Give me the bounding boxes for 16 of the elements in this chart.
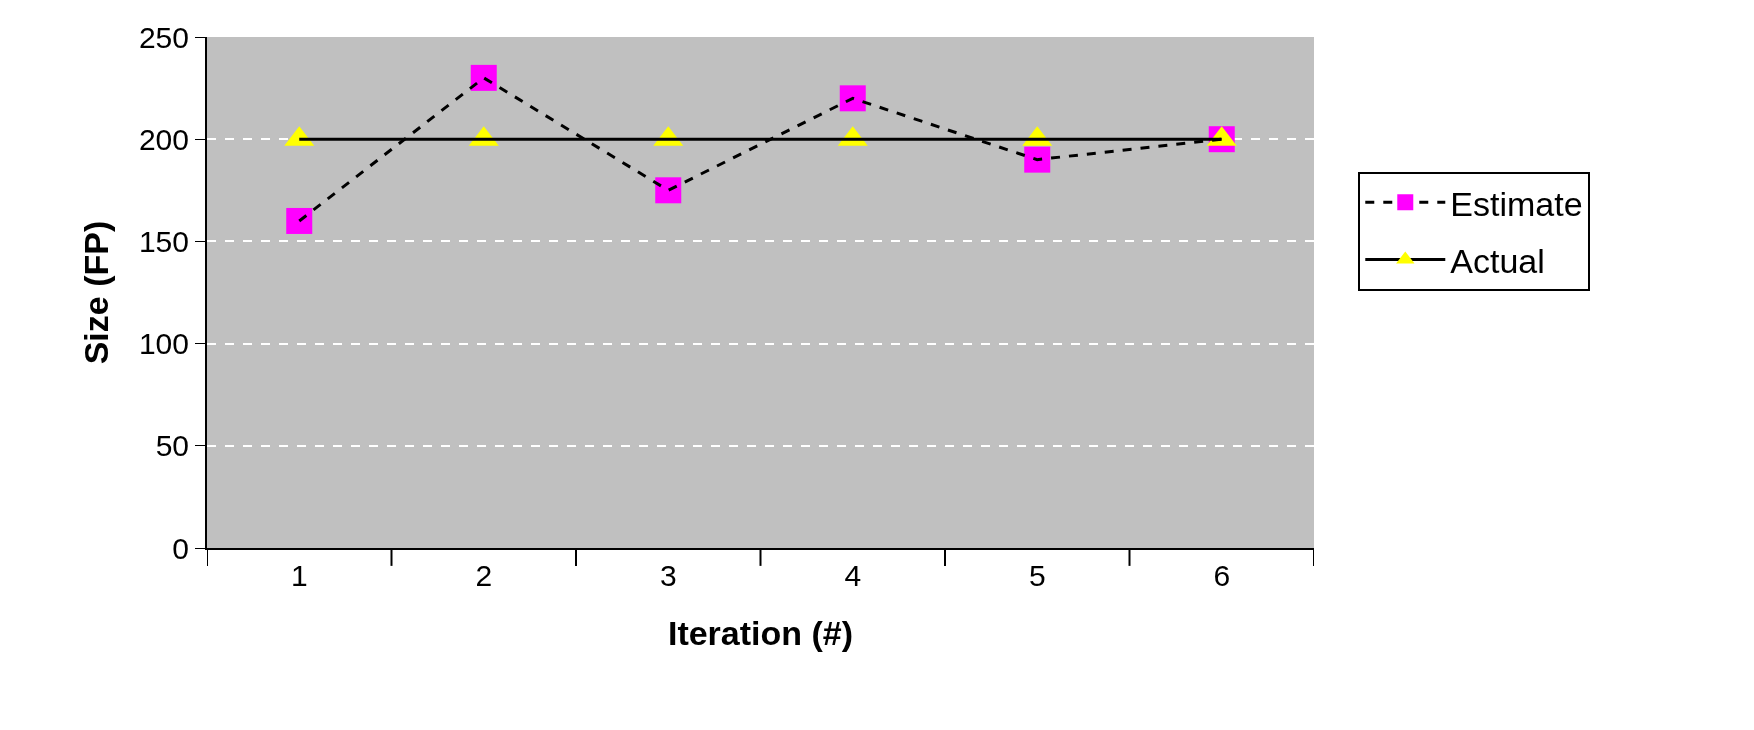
- y-tick-label: 250: [138, 20, 189, 54]
- x-tick-label: 2: [475, 559, 493, 592]
- x-tick-label: 1: [290, 559, 308, 592]
- y-tick-label: 150: [138, 224, 189, 258]
- y-tick-label: 100: [138, 327, 189, 361]
- x-tick-label: 3: [659, 559, 677, 592]
- y-tick-label: 200: [138, 122, 189, 156]
- x-tick-label: 4: [844, 559, 862, 592]
- x-axis-title: Iteration (#): [667, 613, 854, 652]
- x-tick-label: 5: [1028, 559, 1046, 592]
- legend-label: Estimate: [1450, 184, 1583, 223]
- y-tick-label: 50: [155, 429, 189, 463]
- x-tick-label: 6: [1213, 559, 1231, 592]
- legend-label: Actual: [1450, 241, 1545, 280]
- y-axis-title: Size (FP): [77, 220, 116, 365]
- y-tick-label: 0: [172, 531, 189, 565]
